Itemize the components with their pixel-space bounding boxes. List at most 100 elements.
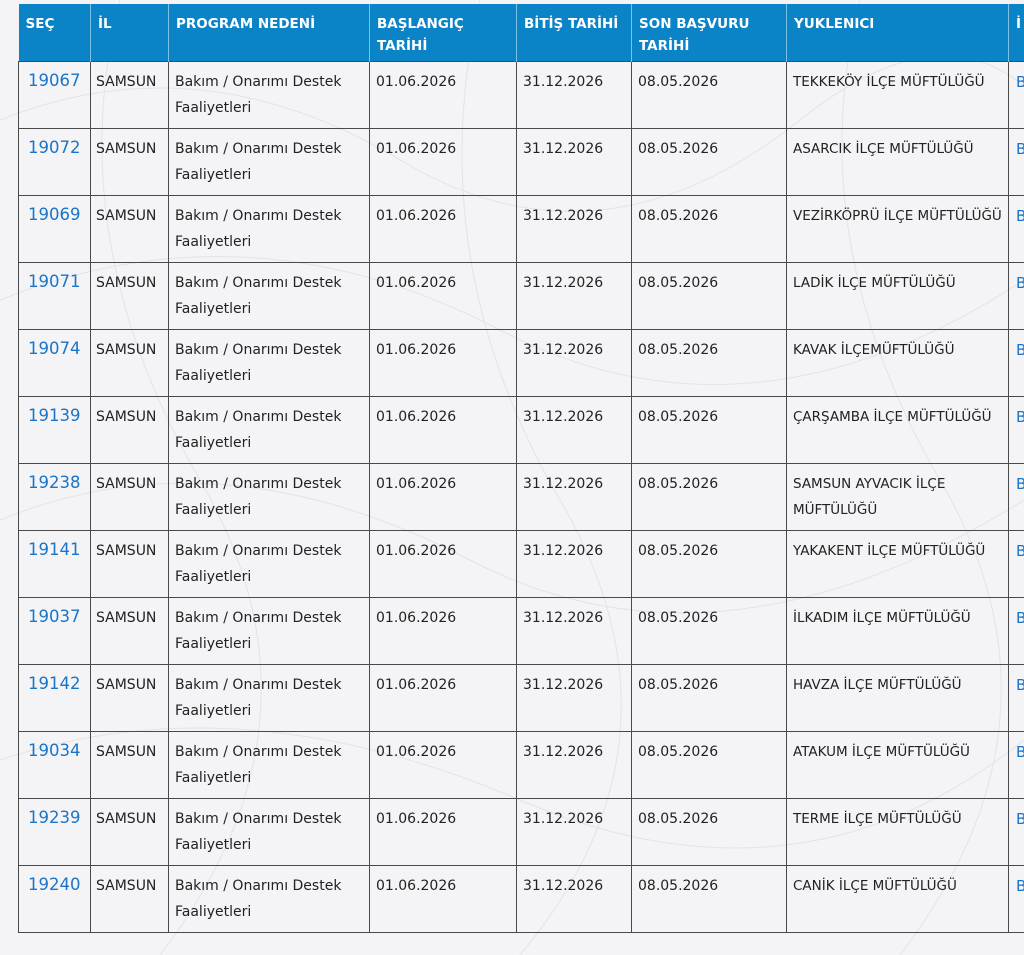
row-id-link[interactable]: 19240: [28, 874, 81, 894]
baslangic-cell: 01.06.2026: [369, 663, 517, 732]
sec-cell: 19141: [18, 529, 91, 598]
bitis-cell: 31.12.2026: [516, 596, 632, 665]
baslangic-cell: 01.06.2026: [369, 194, 517, 263]
yuklenici-cell: VEZİRKÖPRÜ İLÇE MÜFTÜLÜĞÜ: [786, 194, 1009, 263]
sec-cell: 19139: [18, 395, 91, 464]
program-cell: Bakım / Onarımı Destek Faaliyetleri: [168, 60, 370, 129]
bitis-cell: 31.12.2026: [516, 395, 632, 464]
row-id-link[interactable]: 19067: [28, 70, 81, 90]
header-baslangic[interactable]: BAŞLANGIÇ TARİHİ: [369, 4, 517, 61]
baslangic-cell: 01.06.2026: [369, 328, 517, 397]
table-row: 19141 SAMSUN Bakım / Onarımı Destek Faaliy…: [18, 529, 1024, 598]
son-basvuru-cell: 08.05.2026: [631, 663, 787, 732]
table-row: 19142 SAMSUN Bakım / Onarımı Destek Faaliy…: [18, 663, 1024, 732]
header-yuklenici[interactable]: YUKLENICI: [786, 4, 1009, 61]
sec-cell: 19072: [18, 127, 91, 196]
cut-cell: B İ: [1008, 60, 1024, 129]
yuklenici-cell: TEKKEKÖY İLÇE MÜFTÜLÜĞÜ: [786, 60, 1009, 129]
cut-link[interactable]: B İ: [1016, 206, 1024, 225]
yuklenici-cell: ATAKUM İLÇE MÜFTÜLÜĞÜ: [786, 730, 1009, 799]
row-id-link[interactable]: 19069: [28, 204, 81, 224]
program-cell: Bakım / Onarımı Destek Faaliyetleri: [168, 864, 370, 933]
son-basvuru-cell: 08.05.2026: [631, 462, 787, 531]
header-cut-col[interactable]: İ: [1008, 4, 1024, 61]
row-id-link[interactable]: 19141: [28, 539, 81, 559]
sec-cell: 19071: [18, 261, 91, 330]
cut-cell: B İ: [1008, 864, 1024, 933]
table-row: 19074 SAMSUN Bakım / Onarımı Destek Faaliy…: [18, 328, 1024, 397]
son-basvuru-cell: 08.05.2026: [631, 60, 787, 129]
baslangic-cell: 01.06.2026: [369, 864, 517, 933]
yuklenici-cell: ÇARŞAMBA İLÇE MÜFTÜLÜĞÜ: [786, 395, 1009, 464]
sec-cell: 19238: [18, 462, 91, 531]
cut-link[interactable]: B İ: [1016, 876, 1024, 895]
yuklenici-cell: YAKAKENT İLÇE MÜFTÜLÜĞÜ: [786, 529, 1009, 598]
program-cell: Bakım / Onarımı Destek Faaliyetleri: [168, 261, 370, 330]
header-son-basvuru[interactable]: SON BAŞVURU TARİHİ: [631, 4, 787, 61]
row-id-link[interactable]: 19034: [28, 740, 81, 760]
son-basvuru-cell: 08.05.2026: [631, 797, 787, 866]
yuklenici-cell: KAVAK İLÇEMÜFTÜLÜĞÜ: [786, 328, 1009, 397]
cut-link[interactable]: B İ: [1016, 541, 1024, 560]
table-body: 19067 SAMSUN Bakım / Onarımı Destek Faaliy…: [18, 60, 1024, 933]
program-cell: Bakım / Onarımı Destek Faaliyetleri: [168, 127, 370, 196]
cut-cell: B İ: [1008, 328, 1024, 397]
cut-link[interactable]: B İ: [1016, 407, 1024, 426]
cut-link[interactable]: B İ: [1016, 273, 1024, 292]
il-cell: SAMSUN: [90, 60, 169, 129]
cut-link[interactable]: B İ: [1016, 139, 1024, 158]
cut-link[interactable]: B İ: [1016, 675, 1024, 694]
cut-link[interactable]: B İ: [1016, 742, 1024, 761]
cut-link[interactable]: B İ: [1016, 809, 1024, 828]
sec-cell: 19239: [18, 797, 91, 866]
baslangic-cell: 01.06.2026: [369, 797, 517, 866]
baslangic-cell: 01.06.2026: [369, 730, 517, 799]
yuklenici-cell: TERME İLÇE MÜFTÜLÜĞÜ: [786, 797, 1009, 866]
row-id-link[interactable]: 19239: [28, 807, 81, 827]
cut-cell: B İ: [1008, 596, 1024, 665]
row-id-link[interactable]: 19037: [28, 606, 81, 626]
program-cell: Bakım / Onarımı Destek Faaliyetleri: [168, 730, 370, 799]
bitis-cell: 31.12.2026: [516, 797, 632, 866]
cut-cell: B İ: [1008, 663, 1024, 732]
header-il[interactable]: İL: [90, 4, 169, 61]
il-cell: SAMSUN: [90, 864, 169, 933]
yuklenici-cell: SAMSUN AYVACIK İLÇE MÜFTÜLÜĞÜ: [786, 462, 1009, 531]
il-cell: SAMSUN: [90, 663, 169, 732]
cut-link[interactable]: B İ: [1016, 474, 1024, 493]
son-basvuru-cell: 08.05.2026: [631, 864, 787, 933]
bitis-cell: 31.12.2026: [516, 663, 632, 732]
header-program[interactable]: PROGRAM NEDENİ: [168, 4, 370, 61]
il-cell: SAMSUN: [90, 730, 169, 799]
cut-link[interactable]: B İ: [1016, 72, 1024, 91]
bitis-cell: 31.12.2026: [516, 328, 632, 397]
cut-link[interactable]: B İ: [1016, 608, 1024, 627]
yuklenici-cell: ASARCIK İLÇE MÜFTÜLÜĞÜ: [786, 127, 1009, 196]
son-basvuru-cell: 08.05.2026: [631, 529, 787, 598]
cut-cell: B İ: [1008, 395, 1024, 464]
program-cell: Bakım / Onarımı Destek Faaliyetleri: [168, 797, 370, 866]
son-basvuru-cell: 08.05.2026: [631, 730, 787, 799]
program-cell: Bakım / Onarımı Destek Faaliyetleri: [168, 194, 370, 263]
cut-cell: B İ: [1008, 529, 1024, 598]
cut-cell: B İ: [1008, 194, 1024, 263]
row-id-link[interactable]: 19072: [28, 137, 81, 157]
row-id-link[interactable]: 19238: [28, 472, 81, 492]
baslangic-cell: 01.06.2026: [369, 529, 517, 598]
cut-cell: B İ: [1008, 730, 1024, 799]
row-id-link[interactable]: 19071: [28, 271, 81, 291]
son-basvuru-cell: 08.05.2026: [631, 127, 787, 196]
row-id-link[interactable]: 19139: [28, 405, 81, 425]
program-cell: Bakım / Onarımı Destek Faaliyetleri: [168, 529, 370, 598]
il-cell: SAMSUN: [90, 261, 169, 330]
program-cell: Bakım / Onarımı Destek Faaliyetleri: [168, 663, 370, 732]
table-row: 19139 SAMSUN Bakım / Onarımı Destek Faaliy…: [18, 395, 1024, 464]
cut-link[interactable]: B İ: [1016, 340, 1024, 359]
sec-cell: 19074: [18, 328, 91, 397]
header-bitis[interactable]: BİTİŞ TARİHİ: [516, 4, 632, 61]
row-id-link[interactable]: 19074: [28, 338, 81, 358]
header-sec[interactable]: SEÇ: [18, 4, 91, 61]
son-basvuru-cell: 08.05.2026: [631, 194, 787, 263]
table-row: 19072 SAMSUN Bakım / Onarımı Destek Faaliy…: [18, 127, 1024, 196]
row-id-link[interactable]: 19142: [28, 673, 81, 693]
